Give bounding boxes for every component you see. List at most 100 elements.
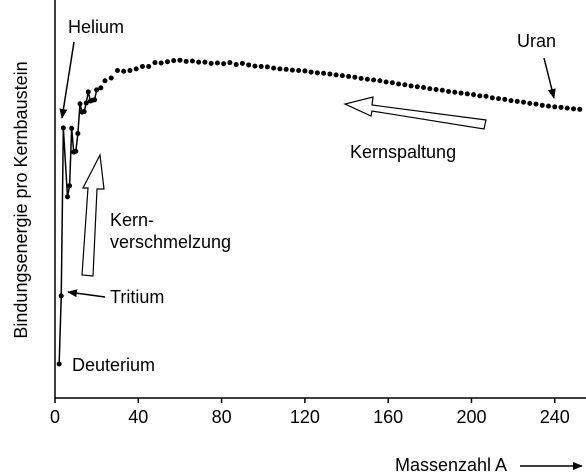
data-point — [558, 104, 564, 110]
data-point — [92, 97, 98, 103]
annotation: Kernspaltung — [350, 142, 456, 162]
data-point — [471, 92, 477, 98]
data-point — [85, 89, 91, 95]
data-point — [527, 100, 533, 106]
data-point — [98, 85, 104, 91]
x-tick-label: 240 — [540, 407, 570, 427]
data-point — [421, 85, 427, 91]
data-point — [546, 103, 552, 109]
data-point — [539, 102, 545, 108]
fusion-arrow — [81, 152, 105, 277]
y-axis-label: Bindungsenergie pro Kernbaustein — [11, 61, 31, 338]
data-point — [264, 64, 270, 70]
data-point — [277, 66, 283, 72]
data-point — [258, 64, 264, 70]
data-point — [327, 71, 333, 77]
data-point — [196, 59, 202, 65]
data-point — [308, 69, 314, 75]
data-point — [183, 58, 189, 64]
data-point — [60, 125, 66, 131]
annotation-arrow — [59, 41, 75, 119]
data-point — [177, 57, 183, 63]
x-tick-label: 0 — [50, 407, 60, 427]
data-point — [508, 98, 514, 104]
fission-arrow — [343, 96, 487, 130]
data-point — [452, 89, 458, 95]
data-point — [221, 61, 227, 67]
data-point — [389, 80, 395, 86]
data-point — [252, 63, 258, 69]
data-point — [427, 86, 433, 92]
data-point — [58, 293, 64, 299]
annotation-arrow — [543, 57, 556, 99]
data-point — [83, 100, 89, 106]
data-point — [56, 361, 62, 367]
data-point — [139, 64, 145, 70]
data-point — [339, 73, 345, 79]
data-point — [108, 75, 114, 81]
data-point — [77, 101, 83, 107]
data-point — [271, 65, 277, 71]
data-point — [296, 67, 302, 73]
data-point — [552, 104, 558, 110]
data-point — [81, 109, 87, 115]
data-point — [402, 82, 408, 88]
x-tick-label: 120 — [290, 407, 320, 427]
data-point — [127, 67, 133, 73]
data-point — [214, 60, 220, 66]
data-point — [514, 98, 520, 104]
data-point — [146, 64, 152, 70]
data-point — [364, 76, 370, 82]
x-tick-label: 80 — [212, 407, 232, 427]
data-point — [133, 66, 139, 72]
data-point — [202, 59, 208, 65]
data-point — [489, 95, 495, 101]
x-tick-label: 160 — [373, 407, 403, 427]
data-point — [302, 68, 308, 74]
data-point — [408, 83, 414, 89]
data-point — [414, 84, 420, 90]
data-point — [69, 125, 75, 131]
data-point — [577, 106, 583, 112]
annotation: Kern- — [110, 210, 154, 230]
data-point — [483, 93, 489, 99]
data-point — [571, 106, 577, 112]
data-point — [64, 194, 70, 200]
annotation: Tritium — [110, 287, 164, 307]
data-point — [102, 78, 108, 84]
data-point — [521, 99, 527, 105]
data-point — [189, 58, 195, 64]
annotation: Helium — [68, 17, 124, 37]
data-point — [396, 81, 402, 87]
data-point — [433, 87, 439, 93]
data-point — [446, 88, 452, 94]
data-point — [283, 66, 289, 72]
data-point — [67, 183, 73, 189]
x-tick-label: 40 — [128, 407, 148, 427]
data-point — [464, 91, 470, 97]
data-point — [321, 70, 327, 76]
data-point — [114, 67, 120, 73]
data-point — [477, 93, 483, 99]
annotation: Deuterium — [72, 355, 155, 375]
data-point — [496, 96, 502, 102]
data-point — [533, 101, 539, 107]
data-point — [73, 148, 79, 154]
x-axis-label: Massenzahl A — [395, 455, 507, 475]
data-point — [246, 62, 252, 68]
data-point — [333, 72, 339, 78]
data-point — [314, 70, 320, 76]
data-point — [358, 75, 364, 81]
data-point — [75, 130, 81, 136]
data-point — [158, 60, 164, 66]
data-point — [502, 96, 508, 102]
data-point — [164, 59, 170, 65]
data-point — [371, 77, 377, 83]
annotation-arrow — [67, 289, 106, 298]
data-point — [233, 62, 239, 68]
data-point — [458, 90, 464, 96]
annotation: Uran — [517, 31, 556, 51]
data-point — [383, 79, 389, 85]
annotation: verschmelzung — [110, 232, 231, 252]
